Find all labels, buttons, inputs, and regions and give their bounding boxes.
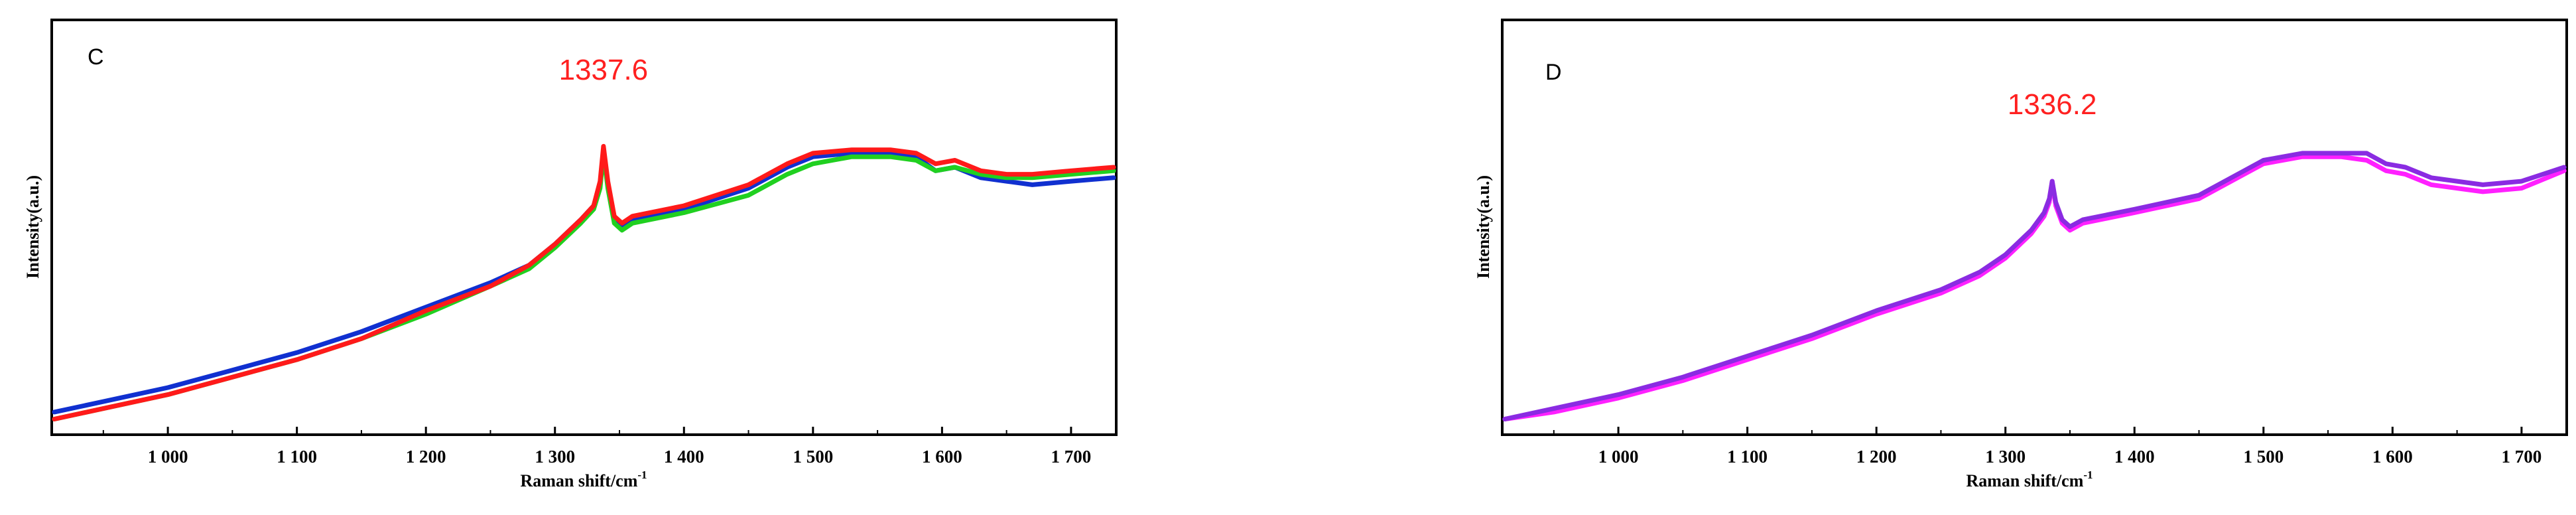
chart-panel-d: D 1 000 1 100 1 200 1 300 1 400 1 500 1 600 1 7… <box>1474 19 2568 490</box>
x-tick-label: 1 500 <box>2243 447 2284 467</box>
x-tick-label: 1 600 <box>2372 447 2413 467</box>
series-line-1 <box>1502 154 2567 421</box>
x-tick-label: 1 400 <box>2114 447 2155 467</box>
plot-frame <box>1501 19 2568 436</box>
x-tick-label: 1 100 <box>277 447 317 467</box>
x-tick-label: 1 400 <box>664 447 704 467</box>
x-axis-ticks: 1 000 1 100 1 200 1 300 1 400 1 500 1 600 1 700 <box>102 427 1092 467</box>
x-tick-label: 1 200 <box>1856 447 1897 467</box>
series-layer <box>52 143 1116 421</box>
x-tick-label: 1 200 <box>406 447 446 467</box>
y-axis-title: Intensity(a.u.) <box>23 175 42 279</box>
x-tick-label: 1 100 <box>1727 447 1768 467</box>
peak-label: 1336.2 <box>2008 88 2097 121</box>
x-tick-label: 1 300 <box>535 447 575 467</box>
panel-label: D <box>1545 60 1562 85</box>
series-line-2 <box>1502 151 2567 421</box>
series-line-2 <box>52 151 1116 421</box>
series-line-3 <box>52 143 1116 421</box>
panel-label: C <box>88 44 104 70</box>
x-tick-label: 1 700 <box>1051 447 1092 467</box>
x-tick-label: 1 600 <box>922 447 962 467</box>
series-layer <box>1502 151 2567 421</box>
x-tick-label: 1 300 <box>1985 447 2026 467</box>
x-axis-ticks: 1 000 1 100 1 200 1 300 1 400 1 500 1 600 1 700 <box>1553 427 2542 467</box>
x-tick-label: 1 000 <box>1598 447 1639 467</box>
y-axis-title: Intensity(a.u.) <box>1474 175 1493 279</box>
x-tick-label: 1 500 <box>793 447 833 467</box>
chart-panel-c: C 1 000 1 100 1 200 1 300 1 400 1 500 1 600 1 7… <box>23 19 1118 490</box>
series-line-1 <box>52 151 1116 415</box>
x-tick-label: 1 000 <box>148 447 188 467</box>
plot-frame <box>50 19 1118 436</box>
x-axis-title: Raman shift/cm-1 <box>520 469 647 490</box>
peak-label: 1337.6 <box>559 54 649 86</box>
x-tick-label: 1 700 <box>2502 447 2542 467</box>
x-axis-title: Raman shift/cm-1 <box>1966 469 2093 490</box>
